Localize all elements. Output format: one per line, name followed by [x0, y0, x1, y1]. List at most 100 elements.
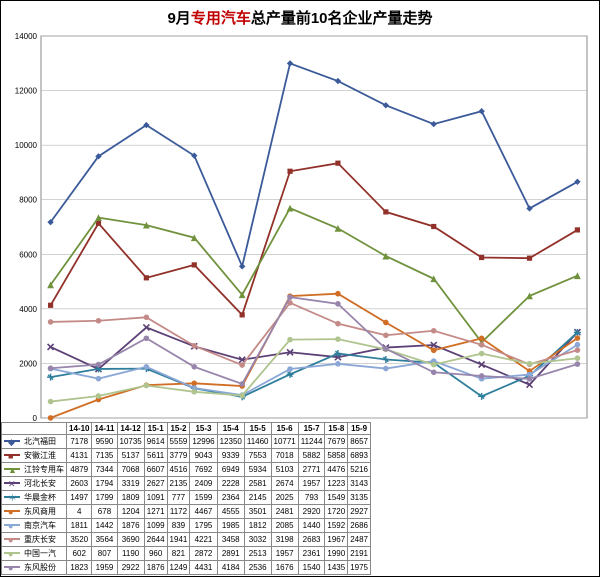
data-cell: 3520 [67, 533, 92, 547]
data-cell: 1795 [190, 519, 217, 533]
svg-text:2000: 2000 [19, 359, 37, 368]
table-col-header: 14-11 [92, 423, 117, 435]
data-cell: 5559 [167, 435, 190, 449]
data-cell: 4131 [67, 449, 92, 463]
legend-cell: ●南京汽车 [2, 519, 67, 533]
data-cell: 793 [298, 491, 325, 505]
data-cell: 1440 [298, 519, 325, 533]
table-header: 14-1014-1114-1215-115-215-315-415-515-61… [2, 423, 371, 435]
data-cell: 2409 [190, 477, 217, 491]
data-cell: 1592 [325, 519, 348, 533]
data-cell: 9614 [144, 435, 167, 449]
data-cell: 8657 [348, 435, 371, 449]
table-col-header: 14-12 [117, 423, 144, 435]
data-cell: 602 [67, 547, 92, 561]
table-col-header: 15-4 [217, 423, 244, 435]
data-cell: 2771 [298, 463, 325, 477]
table-corner [2, 423, 67, 435]
data-cell: 1823 [67, 561, 92, 575]
data-cell: 1271 [144, 505, 167, 519]
data-cell: 7553 [244, 449, 271, 463]
data-cell: 7068 [117, 463, 144, 477]
data-cell: 1967 [325, 533, 348, 547]
data-cell: 1941 [167, 533, 190, 547]
title-highlight: 专用汽车 [191, 10, 251, 27]
data-cell: 1190 [117, 547, 144, 561]
series-name: 华晨金杯 [24, 492, 56, 503]
data-cell: 1812 [244, 519, 271, 533]
data-cell: 3779 [167, 449, 190, 463]
data-cell: 777 [167, 491, 190, 505]
table-row: ◆北汽福田71789590107359614555912996123501146… [2, 435, 371, 449]
data-cell: 5934 [244, 463, 271, 477]
table-col-header: 15-2 [167, 423, 190, 435]
table-col-header: 14-10 [67, 423, 92, 435]
data-cell: 12350 [217, 435, 244, 449]
legend-cell: ■安徽江淮 [2, 449, 67, 463]
data-cell: 1957 [298, 477, 325, 491]
data-cell: 1091 [144, 491, 167, 505]
data-cell: 2603 [67, 477, 92, 491]
legend-cell: ✕河北长安 [2, 477, 67, 491]
data-cell: 1809 [117, 491, 144, 505]
data-cell: 1204 [117, 505, 144, 519]
data-cell: 1599 [190, 491, 217, 505]
data-cell: 5611 [144, 449, 167, 463]
data-cell: 2481 [271, 505, 298, 519]
data-cell: 4476 [325, 463, 348, 477]
data-cell: 10735 [117, 435, 144, 449]
data-cell: 7178 [67, 435, 92, 449]
title-suffix: 总产量前10名企业产量走势 [251, 10, 433, 27]
data-cell: 960 [144, 547, 167, 561]
data-cell: 2674 [271, 477, 298, 491]
svg-text:8000: 8000 [19, 196, 37, 205]
legend-cell: ●东风股份 [2, 561, 67, 575]
table-col-header: 15-1 [144, 423, 167, 435]
svg-text:10000: 10000 [15, 141, 38, 150]
table-row: ■安徽江淮41317135513756113779904393397553701… [2, 449, 371, 463]
line-chart-svg: 02000400060008000100001200014000 [1, 30, 597, 422]
table-col-header: 15-7 [298, 423, 325, 435]
data-cell: 2872 [190, 547, 217, 561]
data-cell: 5882 [298, 449, 325, 463]
chart-title: 9月专用汽车总产量前10名企业产量走势 [1, 1, 599, 30]
data-cell: 1497 [67, 491, 92, 505]
data-cell: 1959 [92, 561, 117, 575]
series-name: 中国一汽 [24, 548, 56, 559]
data-cell: 1720 [325, 505, 348, 519]
data-cell: 1540 [298, 561, 325, 575]
series-name: 北汽福田 [24, 436, 56, 447]
data-cell: 807 [92, 547, 117, 561]
data-cell: 2513 [244, 547, 271, 561]
table-row: ＊华晨金杯14971799180910917771599236421452025… [2, 491, 371, 505]
data-cell: 1442 [92, 519, 117, 533]
table-row: ●南京汽车18111442187610998391795198518122085… [2, 519, 371, 533]
data-cell: 11244 [298, 435, 325, 449]
data-cell: 2487 [348, 533, 371, 547]
data-cell: 1794 [92, 477, 117, 491]
data-cell: 4555 [217, 505, 244, 519]
data-cell: 2085 [271, 519, 298, 533]
data-cell: 1985 [217, 519, 244, 533]
table-col-header: 15-8 [325, 423, 348, 435]
data-cell: 3032 [244, 533, 271, 547]
svg-text:12000: 12000 [15, 87, 38, 96]
legend-cell: ●重庆长安 [2, 533, 67, 547]
data-cell: 4879 [67, 463, 92, 477]
data-cell: 1172 [167, 505, 190, 519]
data-cell: 2581 [244, 477, 271, 491]
series-name: 安徽江淮 [24, 450, 56, 461]
table-row: ●重庆长安35203564369026441941422134583032319… [2, 533, 371, 547]
data-cell: 1876 [117, 519, 144, 533]
table-col-header: 15-9 [348, 423, 371, 435]
data-cell: 1676 [271, 561, 298, 575]
data-cell: 6607 [144, 463, 167, 477]
series-name: 江铃专用车 [24, 464, 64, 475]
data-cell: 5858 [325, 449, 348, 463]
series-name: 河北长安 [24, 478, 56, 489]
data-cell: 9043 [190, 449, 217, 463]
data-cell: 2891 [217, 547, 244, 561]
data-cell: 1811 [67, 519, 92, 533]
data-cell: 3143 [348, 477, 371, 491]
legend-cell: ＊华晨金杯 [2, 491, 67, 505]
